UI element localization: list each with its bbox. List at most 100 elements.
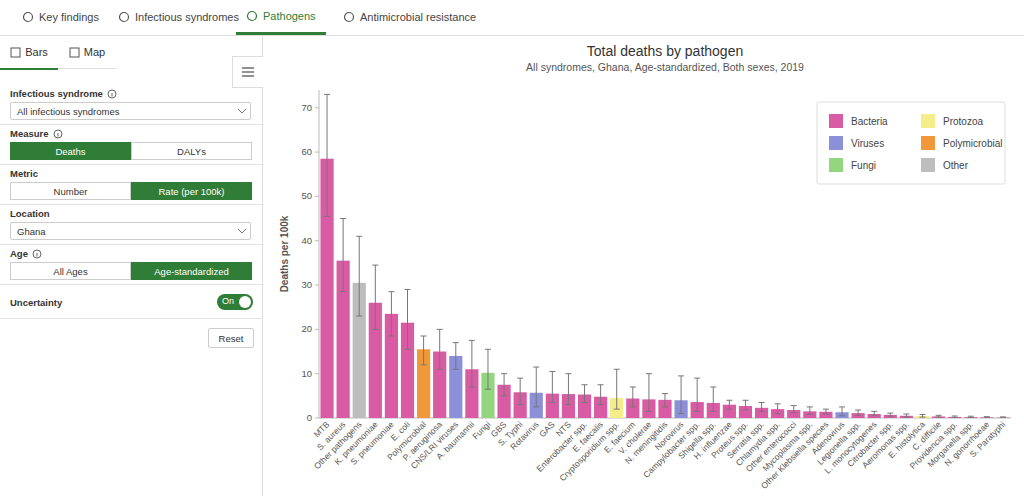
error-bar: [984, 417, 990, 418]
icon-shape: [11, 48, 20, 57]
error-cap: [952, 417, 958, 418]
chart-subtitle: All syndromes, Ghana, Age-standardized, …: [526, 61, 804, 73]
error-bar: [582, 385, 588, 403]
icon-shape: [238, 109, 246, 113]
error-cap: [887, 413, 893, 414]
y-tick-label: 60: [301, 146, 312, 157]
tab-icon: [22, 11, 34, 23]
error-bar: [372, 265, 378, 329]
icon-shape: [242, 67, 254, 68]
error-bar: [517, 378, 523, 405]
error-bar: [678, 376, 684, 414]
error-cap: [903, 414, 909, 415]
view-tab[interactable]: Map: [58, 36, 116, 69]
icon-shape: [33, 250, 41, 258]
legend-label: Bacteria: [851, 116, 888, 127]
error-bar: [388, 292, 394, 336]
toggle-option[interactable]: DALYs: [131, 142, 252, 160]
error-stem: [713, 387, 714, 411]
separator: [0, 204, 262, 205]
reset-button[interactable]: Reset: [208, 328, 254, 348]
error-cap: [614, 369, 620, 370]
error-cap: [340, 218, 346, 219]
icon-shape: [36, 253, 37, 257]
icon-shape: [242, 75, 254, 76]
error-bar: [871, 411, 877, 415]
error-cap: [903, 417, 909, 418]
y-tick: [315, 240, 319, 241]
toggle-option[interactable]: Age-standardized: [131, 262, 252, 280]
tab-icon: [246, 10, 258, 22]
error-cap: [775, 403, 781, 404]
error-bar: [469, 340, 475, 387]
error-stem: [858, 410, 859, 415]
control-label: Measure: [10, 128, 63, 139]
view-tab[interactable]: Bars: [0, 36, 58, 70]
error-stem: [455, 343, 456, 370]
error-cap: [984, 417, 990, 418]
error-cap: [919, 414, 925, 415]
error-stem: [809, 407, 810, 415]
separator: [0, 318, 262, 319]
error-stem: [777, 404, 778, 414]
switch-row: UncertaintyOn: [10, 292, 253, 312]
error-cap: [726, 400, 732, 401]
error-stem: [504, 374, 505, 396]
nav-tab[interactable]: Antimicrobial resistance: [333, 0, 486, 33]
chevron: [234, 226, 250, 236]
error-stem: [391, 292, 392, 336]
y-tick-label: 20: [301, 323, 312, 334]
error-stem: [793, 406, 794, 413]
error-bar: [549, 371, 555, 402]
info-icon: [107, 89, 117, 99]
error-cap: [662, 406, 668, 407]
error-bar: [823, 409, 829, 414]
error-cap: [936, 415, 942, 416]
error-cap: [807, 414, 813, 415]
error-bar: [356, 236, 362, 316]
error-bar: [533, 367, 539, 407]
dropdown[interactable]: Ghana: [10, 222, 251, 240]
control-label: Infectious syndrome: [10, 88, 117, 99]
error-cap: [775, 413, 781, 414]
error-cap: [855, 410, 861, 411]
error-cap: [372, 329, 378, 330]
error-cap: [646, 411, 652, 412]
menu-icon: [233, 57, 263, 87]
error-cap: [437, 369, 443, 370]
error-bar: [919, 414, 925, 417]
toggle-option[interactable]: Number: [10, 182, 131, 200]
error-stem: [375, 265, 376, 329]
dropdown[interactable]: All infectious syndromes: [10, 102, 251, 120]
chart: Total deaths by pathogenAll syndromes, G…: [264, 36, 1024, 496]
error-cap: [839, 415, 845, 416]
toggle-option[interactable]: Rate (per 100k): [131, 182, 252, 200]
toggle-option[interactable]: All Ages: [10, 262, 131, 280]
error-cap: [968, 417, 974, 418]
error-stem: [600, 385, 601, 405]
error-bar: [726, 400, 732, 409]
error-cap: [421, 336, 427, 337]
nav-tab[interactable]: Key findings: [12, 0, 109, 33]
nav-tab[interactable]: Infectious syndromes: [108, 0, 249, 33]
error-bar: [614, 369, 620, 409]
menu-button[interactable]: [232, 56, 263, 88]
toggle-option[interactable]: Deaths: [10, 142, 131, 160]
switch[interactable]: On: [217, 294, 253, 310]
y-axis-label: Deaths per 100k: [279, 215, 290, 292]
nav-tab[interactable]: Pathogens: [236, 0, 326, 35]
legend: BacteriaProtozoaVirusesPolymicrobialFung…: [817, 102, 1005, 184]
error-bar: [565, 374, 571, 405]
legend-label: Viruses: [851, 138, 884, 149]
error-cap: [405, 349, 411, 350]
error-bar: [340, 219, 346, 292]
y-axis-line: [319, 90, 320, 418]
error-stem: [761, 402, 762, 411]
control-label: Age: [10, 248, 42, 259]
separator: [0, 124, 262, 125]
x-tick-label: A. baumannii: [434, 419, 476, 461]
error-bar: [903, 414, 909, 417]
x-tick-label: GAS: [537, 419, 557, 439]
control-label: Location: [10, 208, 50, 219]
legend-swatch: [921, 114, 935, 128]
